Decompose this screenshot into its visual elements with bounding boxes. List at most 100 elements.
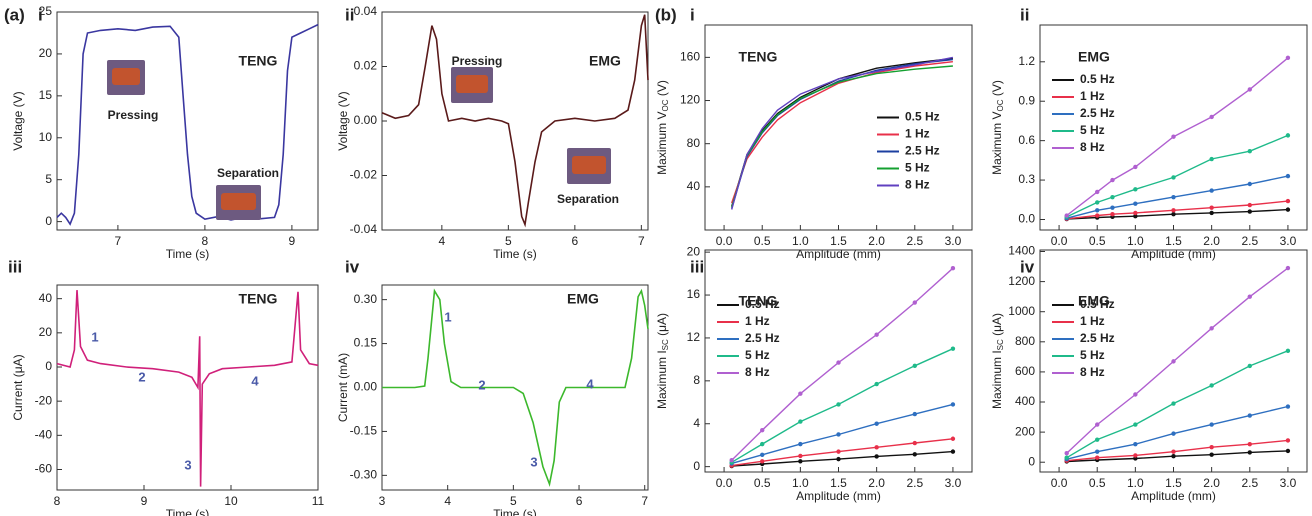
data-point xyxy=(1209,326,1214,331)
data-point xyxy=(1133,392,1138,397)
annotation: 4 xyxy=(251,373,259,388)
data-point xyxy=(1285,173,1291,179)
x-tick-label: 2.0 xyxy=(1203,234,1220,248)
data-point xyxy=(836,456,841,462)
data-point xyxy=(874,454,879,459)
y-tick-label: 0.00 xyxy=(354,113,378,127)
annotation: 3 xyxy=(184,457,191,472)
data-point xyxy=(1285,438,1291,443)
y-tick-label: 0.02 xyxy=(354,59,378,73)
legend-label: 5 Hz xyxy=(905,161,930,175)
legend-label: 2.5 Hz xyxy=(905,144,940,158)
y-tick-label: -20 xyxy=(35,393,53,407)
x-axis-label: Amplitude (mm) xyxy=(796,247,881,261)
data-point xyxy=(1171,453,1176,459)
data-point xyxy=(1064,213,1069,218)
y-tick-label: 200 xyxy=(1015,424,1035,438)
series-line xyxy=(731,65,953,208)
series-line xyxy=(1066,208,1288,220)
data-point xyxy=(950,449,956,454)
data-point xyxy=(1095,449,1100,454)
y-tick-label: 400 xyxy=(1015,394,1035,408)
y-tick-label: 20 xyxy=(39,46,53,60)
data-point xyxy=(1209,422,1214,427)
series-line xyxy=(731,56,954,210)
x-tick-label: 7 xyxy=(641,494,648,508)
data-point xyxy=(1133,210,1138,216)
x-tick-label: 3.0 xyxy=(945,234,962,248)
data-point xyxy=(912,300,917,305)
data-point xyxy=(798,453,803,459)
data-point xyxy=(836,449,841,454)
data-point xyxy=(1285,55,1291,61)
y-tick-label: 40 xyxy=(39,291,53,305)
x-axis-label: Time (s) xyxy=(493,247,537,261)
annotation: 4 xyxy=(586,376,594,391)
data-point xyxy=(1171,431,1176,436)
y-tick-label: -0.02 xyxy=(350,168,378,182)
y-tick-label: 12 xyxy=(687,330,701,344)
y-tick-label: 80 xyxy=(687,136,701,150)
data-point xyxy=(874,332,879,337)
data-point xyxy=(1247,202,1252,208)
y-tick-label: 0.04 xyxy=(354,4,378,18)
data-point xyxy=(1171,208,1176,213)
data-point xyxy=(874,445,879,450)
data-point xyxy=(760,459,765,464)
y-axis-label-part: SC xyxy=(661,339,670,350)
photo-detail xyxy=(112,68,140,85)
x-tick-label: 5 xyxy=(505,234,512,248)
x-tick-label: 0.5 xyxy=(1089,476,1106,490)
annotation: 1 xyxy=(444,309,451,324)
data-point xyxy=(912,411,917,417)
x-tick-label: 0.0 xyxy=(716,234,733,248)
y-axis-label-part: (V) xyxy=(655,80,669,99)
data-point xyxy=(1095,208,1100,213)
data-point xyxy=(950,436,956,441)
data-point xyxy=(1247,450,1252,455)
y-tick-label: 0 xyxy=(45,214,52,228)
x-tick-label: 8 xyxy=(54,494,61,508)
panel: iv 0.0 0.5 1.0 1.5 2.0 2.5 3.0 0 200 400 600 800 1000… xyxy=(990,244,1308,503)
legend-label: 2.5 Hz xyxy=(1080,331,1115,345)
legend-label: 8 Hz xyxy=(905,178,930,192)
annotation: 3 xyxy=(530,454,537,469)
data-point xyxy=(798,441,803,447)
data-point xyxy=(1247,413,1252,418)
y-axis-label-part: OC xyxy=(661,99,670,111)
annotation: 2 xyxy=(478,377,485,392)
photo-detail xyxy=(456,75,488,93)
annotation: Separation xyxy=(217,166,279,180)
data-point xyxy=(950,402,956,407)
y-axis-label: Maximum ISC (μA) xyxy=(655,313,670,409)
panel-label: iv xyxy=(345,257,360,276)
y-tick-label: 0.6 xyxy=(1018,133,1035,147)
x-tick-label: 7 xyxy=(115,234,122,248)
figure-label: (b) xyxy=(655,5,677,24)
data-point xyxy=(1064,450,1069,456)
series-line xyxy=(382,288,649,488)
data-point xyxy=(1285,207,1291,212)
y-tick-label: 600 xyxy=(1015,364,1035,378)
x-tick-label: 1.5 xyxy=(1165,476,1182,490)
data-point xyxy=(836,360,841,365)
panel: i 0.0 0.5 1.0 1.5 2.0 2.5 3.0 40 80 120 160 Amplitud… xyxy=(655,5,973,261)
data-point xyxy=(798,459,803,464)
data-point xyxy=(1133,201,1138,206)
data-point xyxy=(1133,453,1138,458)
panel-label: ii xyxy=(1020,5,1029,24)
data-point xyxy=(1171,401,1176,406)
x-tick-label: 1.0 xyxy=(1127,476,1144,490)
data-point xyxy=(836,402,841,407)
series-line xyxy=(1066,134,1289,218)
data-point xyxy=(912,452,917,457)
y-axis-label: Maximum VOC (V) xyxy=(990,80,1005,175)
legend-label: 1 Hz xyxy=(1080,314,1105,328)
x-tick-label: 2.0 xyxy=(868,476,885,490)
data-point xyxy=(1209,383,1214,388)
y-tick-label: 5 xyxy=(45,172,52,186)
y-tick-label: -40 xyxy=(35,428,53,442)
y-axis-label: Voltage (V) xyxy=(336,91,350,150)
data-point xyxy=(912,440,917,446)
